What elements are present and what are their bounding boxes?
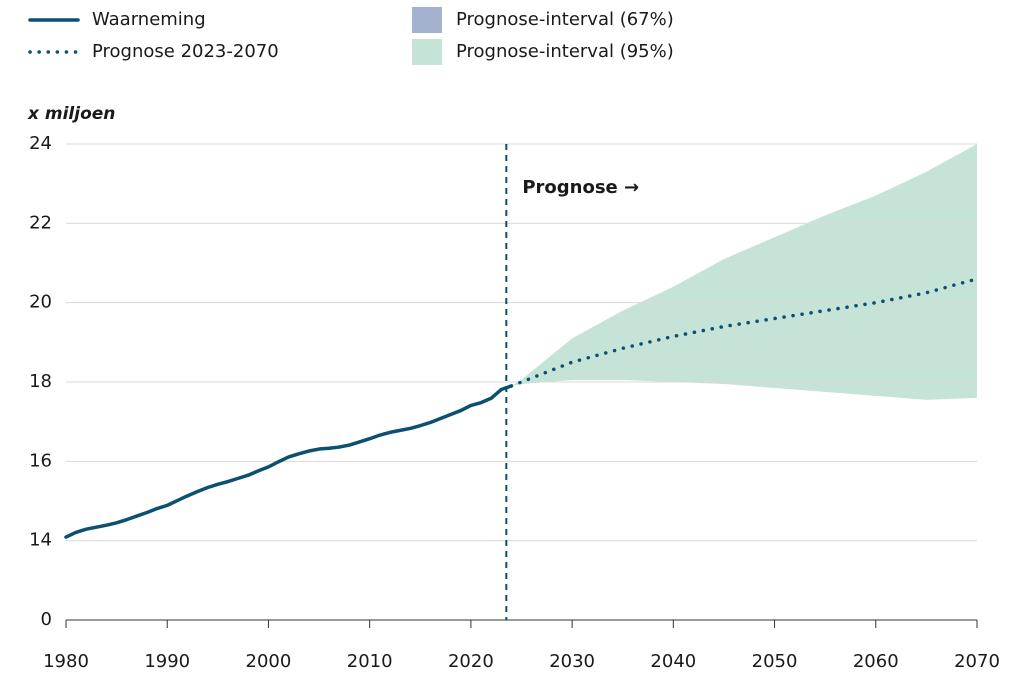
annotation: Prognose → xyxy=(522,177,639,198)
y-tick-label: 14 xyxy=(29,530,52,551)
y-tick-label: 0 xyxy=(41,609,52,630)
x-tick-label: 2030 xyxy=(549,651,595,672)
y-tick-label: 22 xyxy=(29,212,52,233)
x-tick-label: 2040 xyxy=(650,651,696,672)
legend-swatch xyxy=(412,7,442,33)
legend-label: Prognose-interval (95%) xyxy=(456,41,674,62)
legend-label: Prognose 2023-2070 xyxy=(92,41,279,62)
y-tick-label: 24 xyxy=(29,133,52,154)
legend-swatch xyxy=(412,39,442,65)
y-unit-label: x miljoen xyxy=(27,104,115,124)
x-tick-label: 2070 xyxy=(954,651,1000,672)
x-tick-label: 1980 xyxy=(43,651,89,672)
interval-band xyxy=(511,144,977,400)
x-tick-label: 2050 xyxy=(752,651,798,672)
x-tick-label: 1990 xyxy=(144,651,190,672)
legend-label: Prognose-interval (67%) xyxy=(456,9,674,30)
legend-label: Waarneming xyxy=(92,9,206,30)
x-tick-label: 2020 xyxy=(448,651,494,672)
x-tick-label: 2010 xyxy=(347,651,393,672)
observed-line xyxy=(64,384,514,539)
x-tick-label: 2060 xyxy=(853,651,899,672)
x-tick-label: 2000 xyxy=(246,651,292,672)
y-tick-label: 20 xyxy=(29,292,52,313)
y-tick-label: 18 xyxy=(29,371,52,392)
y-tick-label: 16 xyxy=(29,450,52,471)
forecast-line xyxy=(509,277,979,388)
